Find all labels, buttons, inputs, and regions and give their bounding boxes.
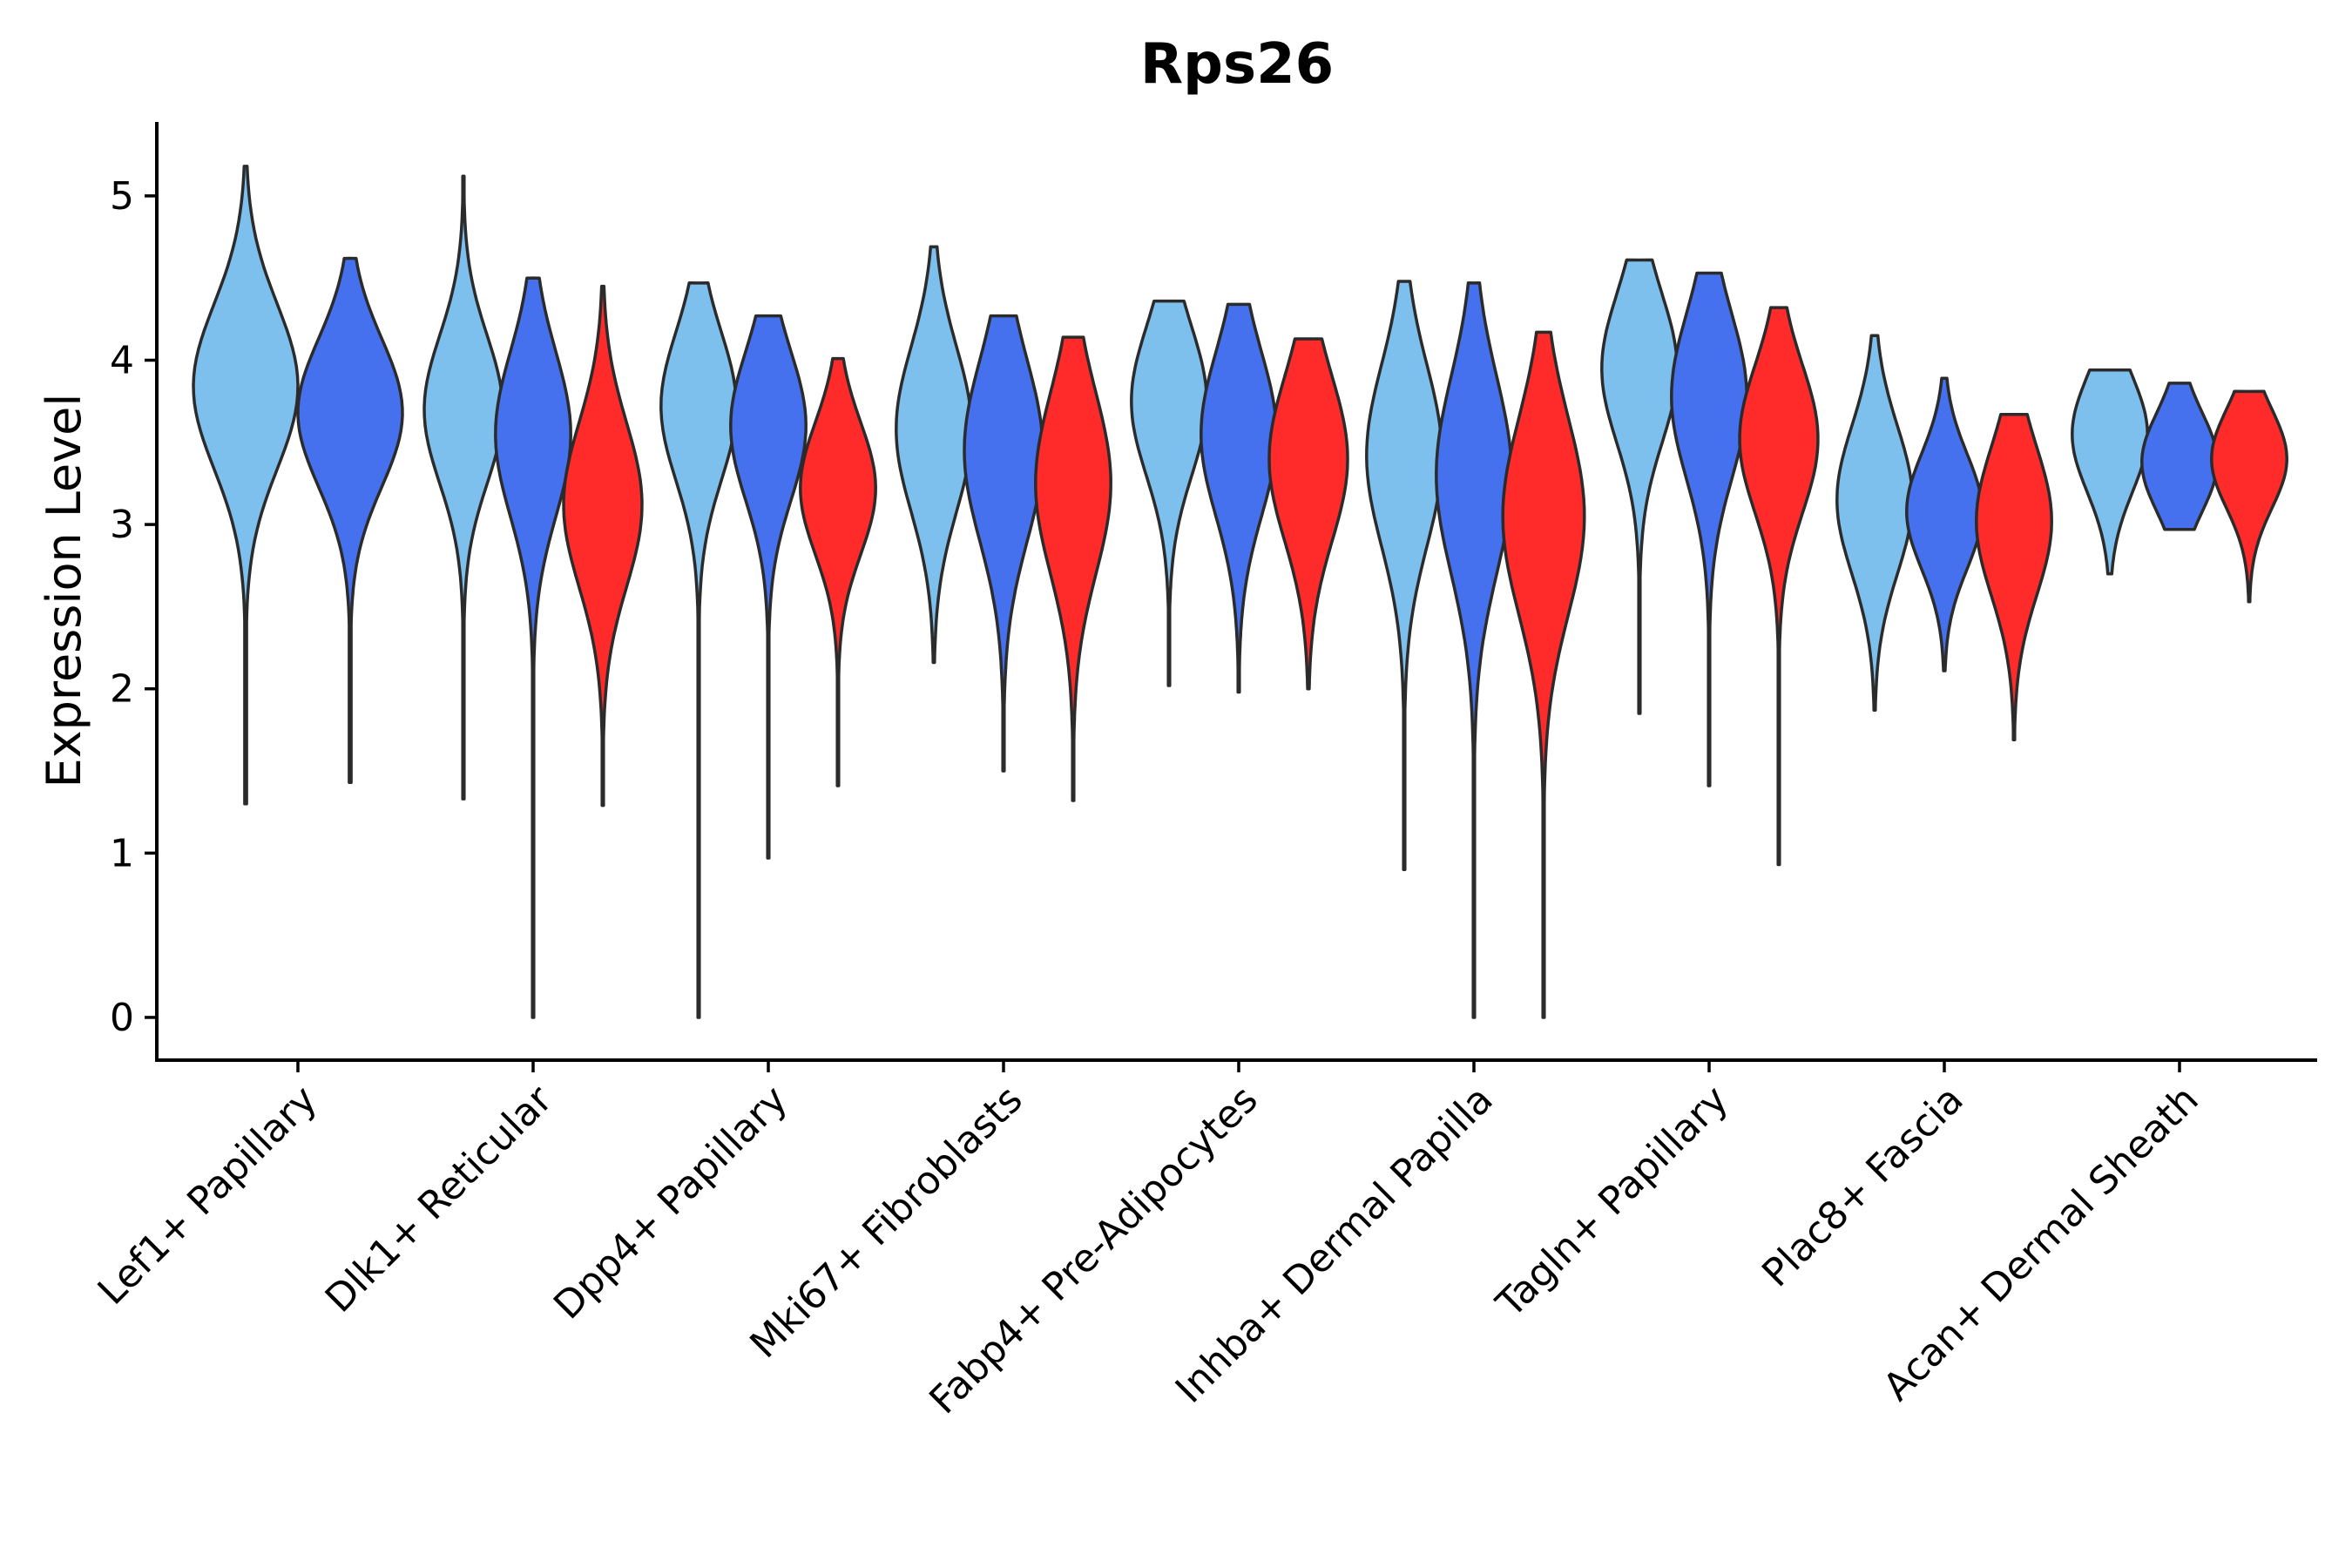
violin-shape	[729, 314, 808, 860]
x-tick-label: Dlk1+ Reticular	[317, 1077, 562, 1321]
violin-group	[1600, 258, 1820, 867]
violin-group	[659, 281, 877, 1019]
y-tick-label: 5	[110, 174, 134, 219]
x-tick-label: Lef1+ Papillary	[90, 1078, 326, 1314]
y-axis-label: Expression Level	[37, 394, 91, 788]
violin-shape	[2071, 368, 2149, 576]
violin-group	[1835, 334, 2053, 741]
chart-title: Rps26	[1140, 32, 1334, 97]
x-tick-label: Tagln+ Papillary	[1488, 1078, 1737, 1327]
y-tick-label: 2	[110, 667, 134, 712]
violin-shape	[1200, 302, 1278, 694]
plot-area	[192, 165, 2288, 1019]
violin-shape	[296, 256, 404, 784]
violin-group	[192, 165, 404, 806]
violin-shape	[1365, 280, 1443, 871]
violin-shape	[1975, 412, 2053, 741]
y-tick-label: 4	[110, 338, 134, 382]
y-tick-label: 1	[110, 831, 134, 875]
violin-shape	[1738, 306, 1820, 867]
violin-shape	[192, 165, 300, 806]
violin-shape	[895, 245, 973, 665]
violin-group	[1365, 280, 1586, 1019]
y-axis-ticks: 0 1 2 3 4 5	[110, 174, 157, 1040]
violin-shape	[2210, 389, 2288, 604]
violin-shape	[1130, 299, 1208, 687]
violin-shape	[1835, 334, 1914, 712]
y-tick-label: 0	[110, 996, 134, 1040]
violin-shape	[1267, 337, 1349, 691]
violin-shape	[562, 284, 644, 808]
violin-shape	[659, 281, 738, 1019]
y-tick-label: 3	[110, 503, 134, 547]
violin-group	[2071, 368, 2288, 604]
violin-shape	[963, 314, 1044, 773]
violin-shape	[1905, 376, 1984, 672]
violin-shape	[494, 276, 572, 1019]
violin-shape	[1600, 258, 1679, 715]
violin-group	[895, 245, 1112, 802]
x-tick-label: Dpp4+ Papillary	[545, 1078, 796, 1328]
violin-shape	[422, 174, 504, 801]
x-tick-label: Plac8+ Fascia	[1754, 1078, 1972, 1296]
violin-shape	[1435, 281, 1513, 1019]
violin-shape	[2140, 382, 2219, 531]
violin-group	[422, 174, 644, 1019]
violin-shape	[1670, 271, 1748, 787]
violin-shape	[1501, 330, 1586, 1019]
violin-shape	[799, 356, 877, 787]
violin-group	[1130, 299, 1349, 694]
violin-shape	[1034, 335, 1112, 802]
